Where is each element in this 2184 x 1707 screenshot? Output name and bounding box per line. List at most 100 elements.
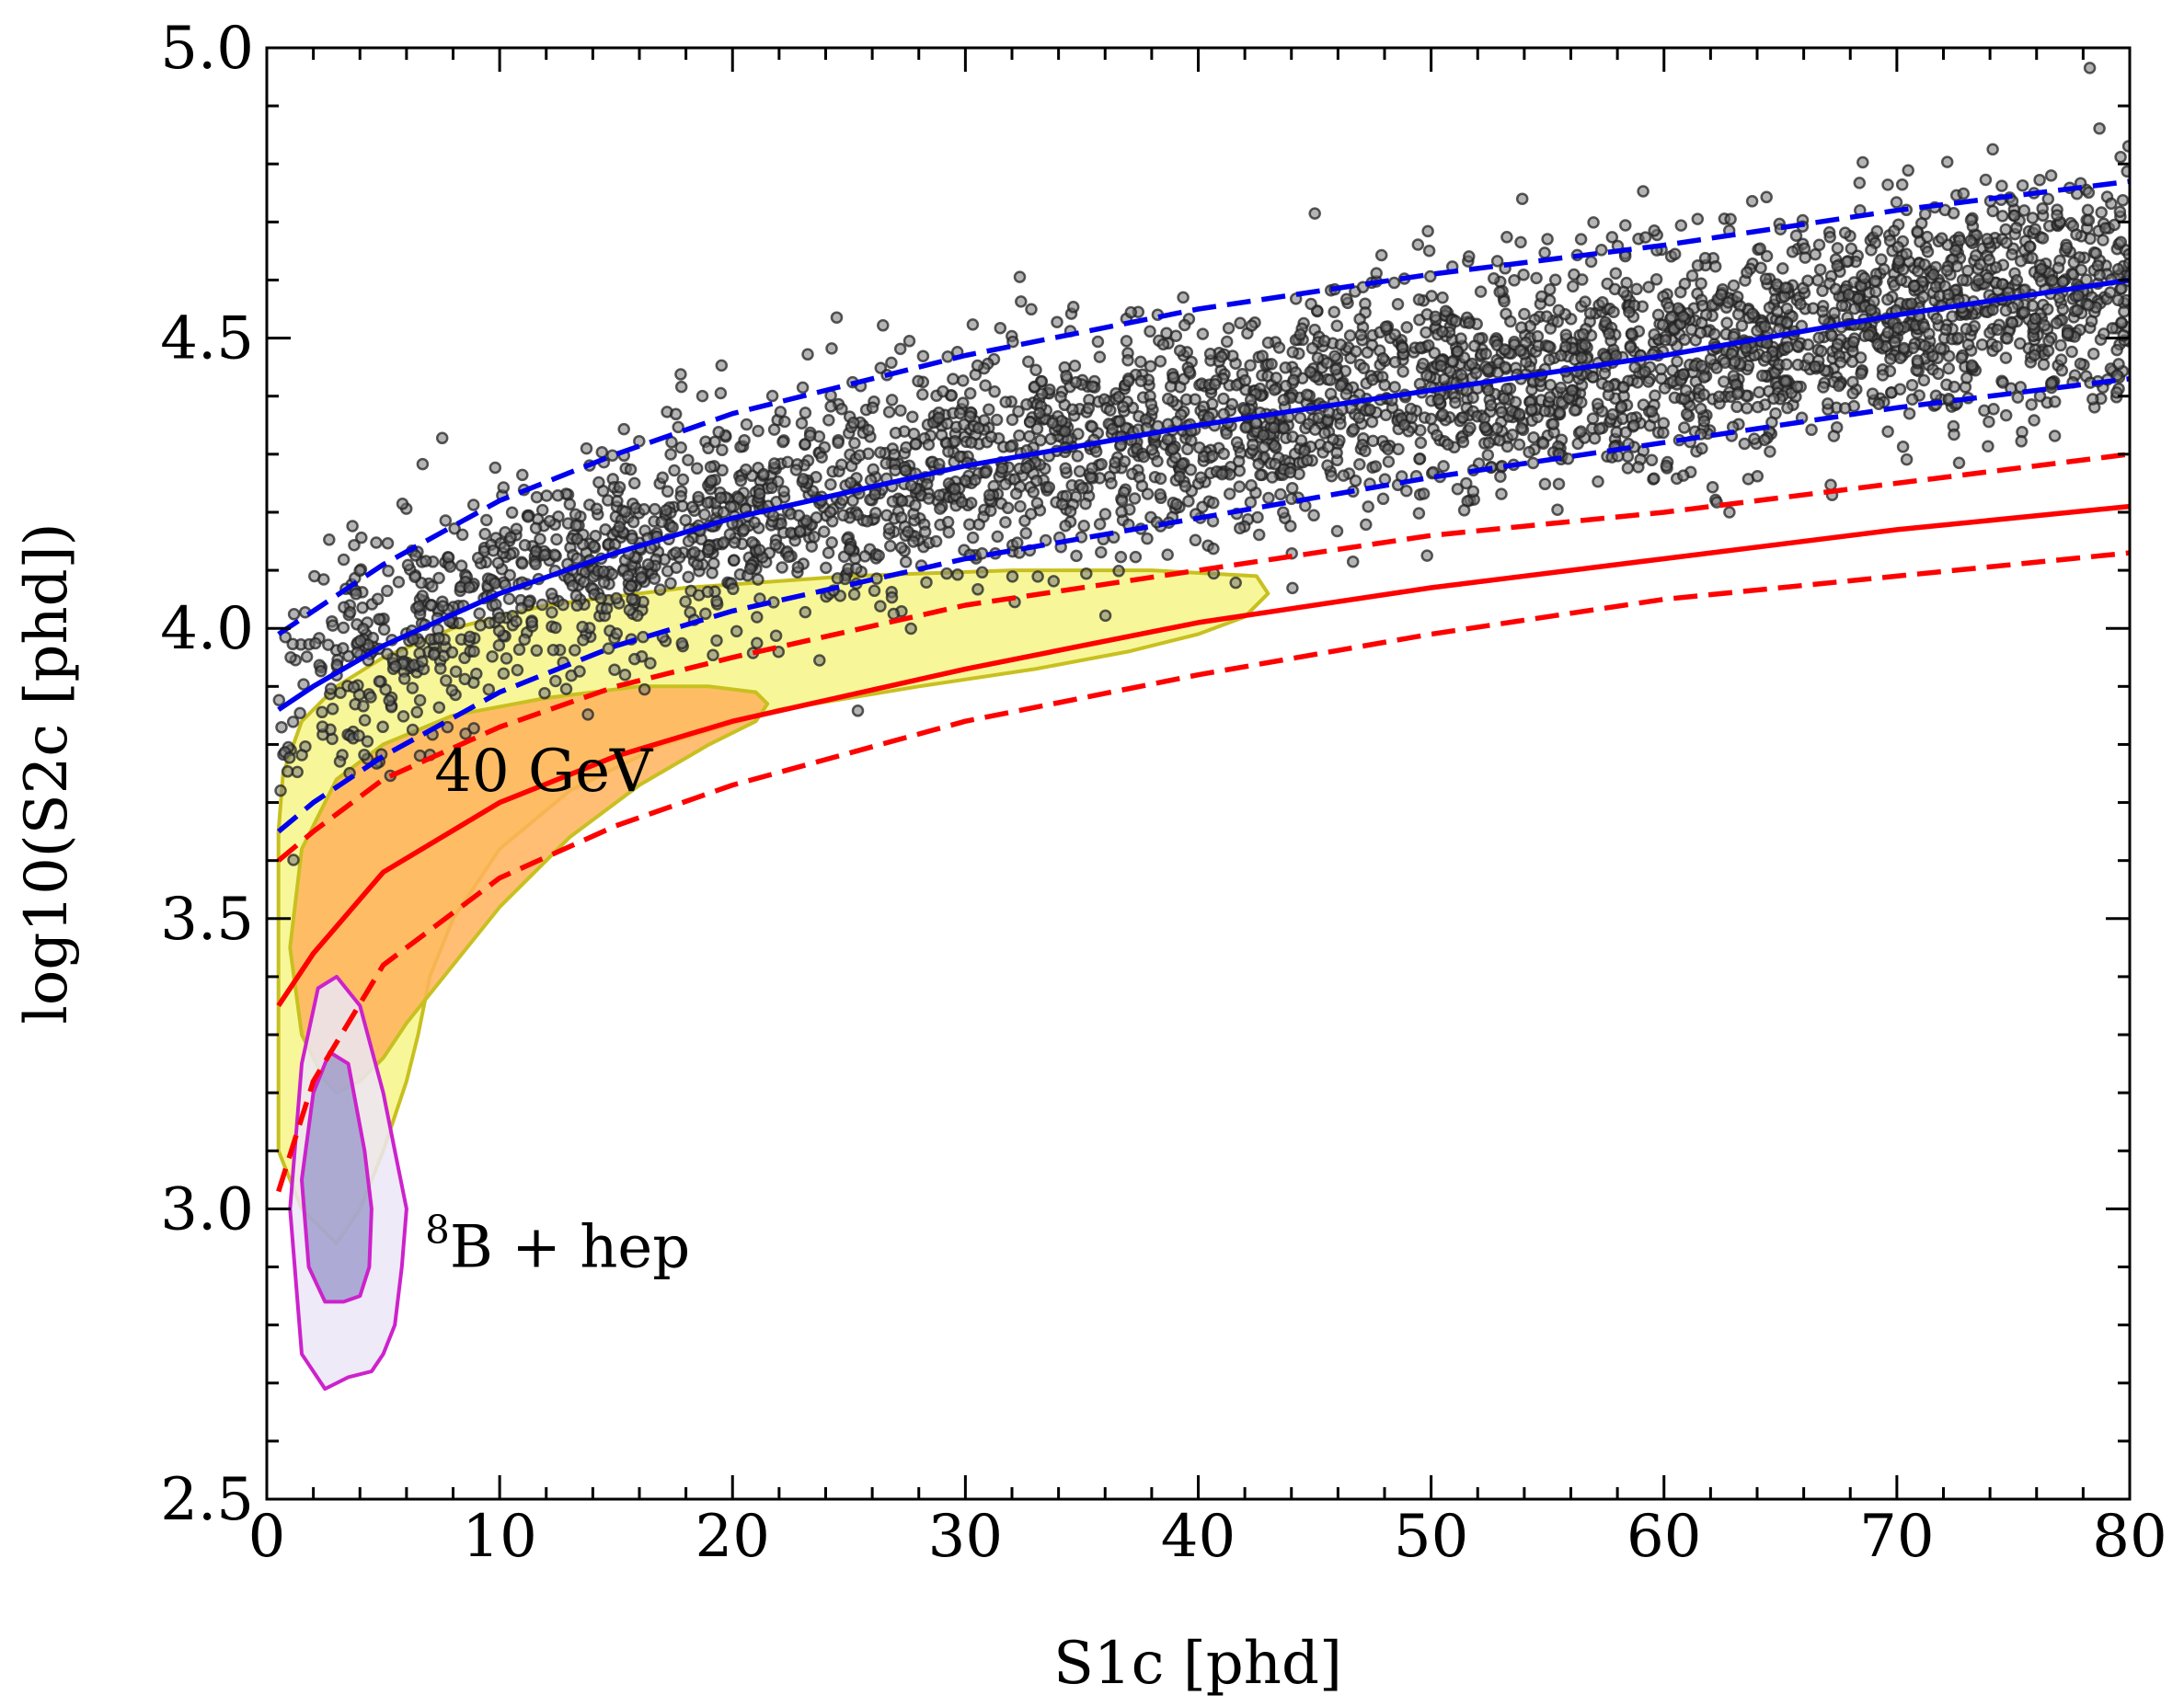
scatter-point xyxy=(1239,421,1252,434)
scatter-point xyxy=(406,723,420,737)
scatter-point xyxy=(406,682,420,694)
scatter-point xyxy=(971,359,984,372)
scatter-point xyxy=(1413,453,1426,465)
scatter-point xyxy=(1982,271,1994,284)
y-tick-label: 5.0 xyxy=(160,15,254,83)
scatter-point xyxy=(716,443,729,457)
scatter-point xyxy=(1986,143,1999,156)
scatter-point xyxy=(2055,364,2069,377)
scatter-point xyxy=(1456,435,1470,449)
scatter-point xyxy=(1707,327,1721,341)
scatter-point xyxy=(1672,302,1684,315)
scatter-point xyxy=(676,473,690,487)
scatter-point xyxy=(1671,355,1684,368)
scatter-point xyxy=(1217,392,1230,406)
scatter-point xyxy=(776,561,788,574)
scatter-point xyxy=(1952,456,1966,470)
scatter-point xyxy=(648,572,661,585)
scatter-point xyxy=(1490,422,1504,435)
scatter-point xyxy=(995,462,1009,475)
scatter-point xyxy=(1942,288,1955,302)
scatter-point xyxy=(1995,210,2009,223)
scatter-point xyxy=(1632,461,1645,474)
scatter-point xyxy=(1574,233,1588,246)
scatter-point xyxy=(1121,374,1135,388)
scatter-point xyxy=(1651,308,1665,322)
scatter-point xyxy=(1013,270,1027,283)
scatter-point xyxy=(1638,231,1652,244)
scatter-point xyxy=(1339,292,1353,306)
scatter-point xyxy=(1339,388,1353,401)
scatter-point xyxy=(937,384,949,398)
scatter-point xyxy=(682,570,695,584)
scatter-point xyxy=(1128,492,1142,505)
scatter-point xyxy=(1437,460,1450,473)
scatter-point xyxy=(1382,442,1395,456)
scatter-point xyxy=(1745,195,1759,208)
scatter-point xyxy=(672,420,684,434)
scatter-point xyxy=(1481,362,1494,376)
scatter-point xyxy=(364,691,377,704)
scatter-point xyxy=(1498,343,1512,356)
scatter-point xyxy=(274,784,287,797)
scatter-point xyxy=(2048,395,2062,408)
annotation-8b-hep: 8B + hep xyxy=(425,1208,690,1282)
scatter-point xyxy=(1986,204,1999,218)
scatter-point xyxy=(2036,201,2049,215)
scatter-point xyxy=(1073,464,1086,478)
scatter-point xyxy=(824,400,837,413)
scatter-point xyxy=(2054,353,2068,366)
scatter-point xyxy=(2112,358,2125,371)
scatter-point xyxy=(706,567,718,579)
scatter-point xyxy=(1308,207,1321,220)
scatter-point xyxy=(1921,245,1935,258)
scatter-point xyxy=(1357,361,1371,374)
scatter-point xyxy=(2048,430,2062,442)
scatter-point xyxy=(1031,570,1044,583)
scatter-point xyxy=(860,514,874,528)
scatter-point xyxy=(728,554,741,567)
scatter-point xyxy=(570,599,583,613)
scatter-point xyxy=(965,436,978,449)
scatter-point xyxy=(1044,432,1058,446)
scatter-point xyxy=(1352,411,1365,424)
scatter-point xyxy=(1999,351,2013,364)
scatter-point xyxy=(1060,369,1073,383)
scatter-point xyxy=(626,515,640,529)
scatter-point xyxy=(486,650,499,663)
scatter-point xyxy=(1805,423,1818,437)
scatter-point xyxy=(1780,315,1794,329)
scatter-point xyxy=(818,441,832,454)
scatter-point xyxy=(1129,550,1143,564)
scatter-point xyxy=(765,481,778,495)
scatter-point xyxy=(704,460,718,474)
scatter-point xyxy=(1238,404,1251,417)
scatter-point xyxy=(994,321,1007,335)
scatter-point xyxy=(625,579,638,592)
scatter-point xyxy=(1900,247,1913,260)
scatter-point xyxy=(1215,467,1229,481)
scatter-point xyxy=(1956,273,1970,287)
scatter-point xyxy=(1588,431,1602,445)
scatter-point xyxy=(315,664,328,678)
scatter-point xyxy=(1642,375,1655,388)
scatter-point xyxy=(2040,303,2054,315)
scatter-point xyxy=(350,588,362,601)
scatter-point xyxy=(1121,353,1134,367)
scatter-point xyxy=(1869,285,1882,299)
x-tick-label: 40 xyxy=(1161,1503,1236,1571)
scatter-point xyxy=(293,706,306,720)
scatter-point xyxy=(1965,359,1979,372)
scatter-point xyxy=(498,541,511,554)
scatter-point xyxy=(1189,533,1202,547)
scatter-point xyxy=(1215,350,1228,363)
scatter-point xyxy=(1983,253,1996,267)
scatter-point xyxy=(2052,261,2065,274)
scatter-point xyxy=(972,518,985,532)
scatter-point xyxy=(899,556,913,568)
scatter-point xyxy=(1811,274,1824,287)
scatter-point xyxy=(2046,274,2059,287)
scatter-point xyxy=(669,407,683,421)
scatter-point xyxy=(1232,454,1246,468)
scatter-point xyxy=(1546,418,1560,430)
